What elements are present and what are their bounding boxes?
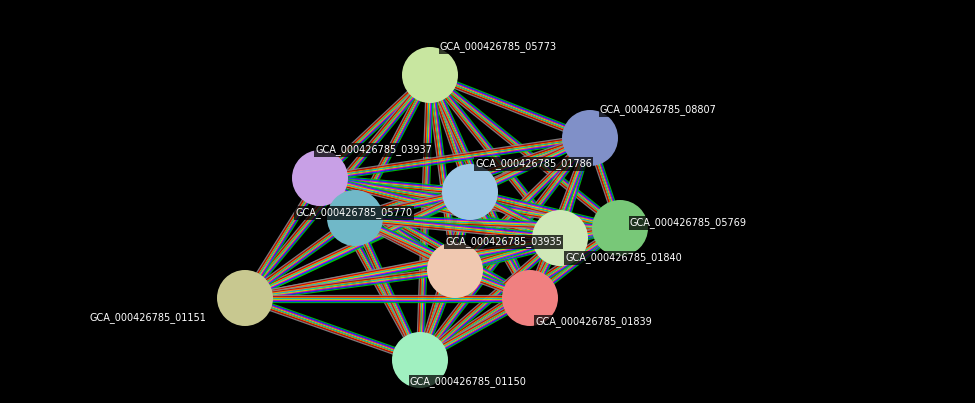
Circle shape: [502, 270, 558, 326]
Circle shape: [402, 47, 458, 103]
Text: GCA_000426785_03937: GCA_000426785_03937: [315, 145, 432, 156]
Text: GCA_000426785_01840: GCA_000426785_01840: [565, 253, 682, 264]
Circle shape: [392, 332, 448, 388]
Circle shape: [427, 242, 483, 298]
Circle shape: [292, 150, 348, 206]
Circle shape: [217, 270, 273, 326]
Text: GCA_000426785_01786: GCA_000426785_01786: [475, 158, 592, 169]
Circle shape: [327, 190, 383, 246]
Text: GCA_000426785_05770: GCA_000426785_05770: [295, 208, 412, 218]
Circle shape: [592, 200, 648, 256]
Circle shape: [532, 210, 588, 266]
Text: GCA_000426785_01839: GCA_000426785_01839: [535, 316, 651, 328]
Text: GCA_000426785_05773: GCA_000426785_05773: [440, 42, 557, 52]
Text: GCA_000426785_01150: GCA_000426785_01150: [410, 376, 526, 387]
Text: GCA_000426785_01151: GCA_000426785_01151: [90, 313, 207, 324]
Text: GCA_000426785_05769: GCA_000426785_05769: [630, 218, 747, 229]
Circle shape: [442, 164, 498, 220]
Circle shape: [562, 110, 618, 166]
Text: GCA_000426785_03935: GCA_000426785_03935: [445, 237, 562, 247]
Text: GCA_000426785_08807: GCA_000426785_08807: [600, 104, 717, 115]
